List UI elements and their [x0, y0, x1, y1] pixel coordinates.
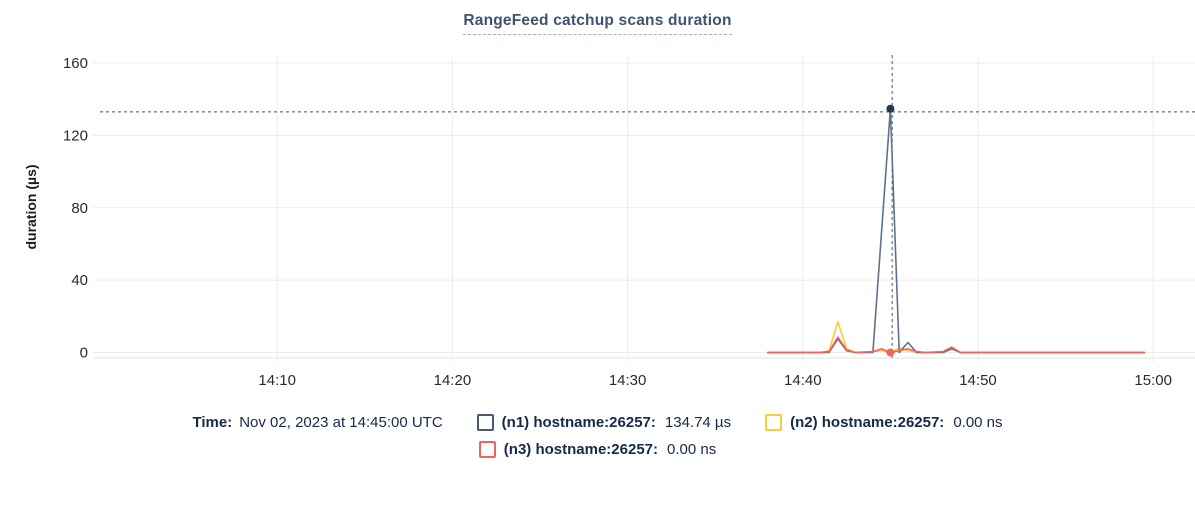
series-line-n3: [766, 336, 1146, 354]
legend-row-1: Time: Nov 02, 2023 at 14:45:00 UTC (n1) …: [192, 414, 1003, 431]
y-tick-label: 80: [71, 200, 88, 217]
series-line-n2: [766, 320, 1146, 354]
x-tick-label: 14:40: [784, 372, 822, 389]
x-tick-label: 14:10: [258, 372, 296, 389]
legend-entry-n2-value: 0.00 ns: [953, 414, 1003, 431]
legend-entry-n2-label: (n2) hostname:26257:: [790, 414, 945, 431]
series-swatch-n3-icon: [478, 441, 496, 458]
chart-legend: Time: Nov 02, 2023 at 14:45:00 UTC (n1) …: [0, 414, 1195, 458]
legend-entry-n3-label: (n3) hostname:26257:: [503, 441, 658, 458]
legend-time-label: Time:: [192, 414, 233, 431]
y-tick-label: 40: [71, 272, 88, 289]
legend-time-value: Nov 02, 2023 at 14:45:00 UTC: [239, 414, 443, 431]
legend-entry-n1[interactable]: (n1) hostname:26257: 134.74 µs: [476, 414, 732, 431]
x-tick-label: 14:20: [434, 372, 472, 389]
legend-row-2: (n3) hostname:26257: 0.00 ns: [478, 441, 717, 458]
x-tick-label: 15:00: [1134, 372, 1172, 389]
series-swatch-n2-icon: [765, 414, 783, 431]
series-swatch-n1-icon: [476, 414, 494, 431]
hover-marker: [886, 104, 895, 113]
line-chart[interactable]: 14:10 14:20 14:30 14:40 14:50 15:00 0 40 80 120 16…: [0, 0, 1195, 402]
x-tick-label: 14:30: [609, 372, 647, 389]
legend-entry-n1-label: (n1) hostname:26257:: [501, 414, 656, 431]
chart-title[interactable]: RangeFeed catchup scans duration: [463, 12, 732, 35]
series-line-n1: [766, 107, 1146, 354]
hover-marker: [886, 348, 895, 357]
y-tick-label: 0: [80, 345, 88, 362]
y-tick-label: 120: [63, 127, 88, 144]
legend-time: Time: Nov 02, 2023 at 14:45:00 UTC: [192, 414, 442, 431]
legend-entry-n3-value: 0.00 ns: [667, 441, 717, 458]
legend-entry-n3[interactable]: (n3) hostname:26257: 0.00 ns: [478, 441, 717, 458]
legend-entry-n2[interactable]: (n2) hostname:26257: 0.00 ns: [765, 414, 1003, 431]
legend-entry-n1-value: 134.74 µs: [664, 414, 732, 431]
y-tick-label: 160: [63, 55, 88, 72]
chart-title-wrap: RangeFeed catchup scans duration: [0, 12, 1195, 35]
x-tick-label: 14:50: [959, 372, 997, 389]
